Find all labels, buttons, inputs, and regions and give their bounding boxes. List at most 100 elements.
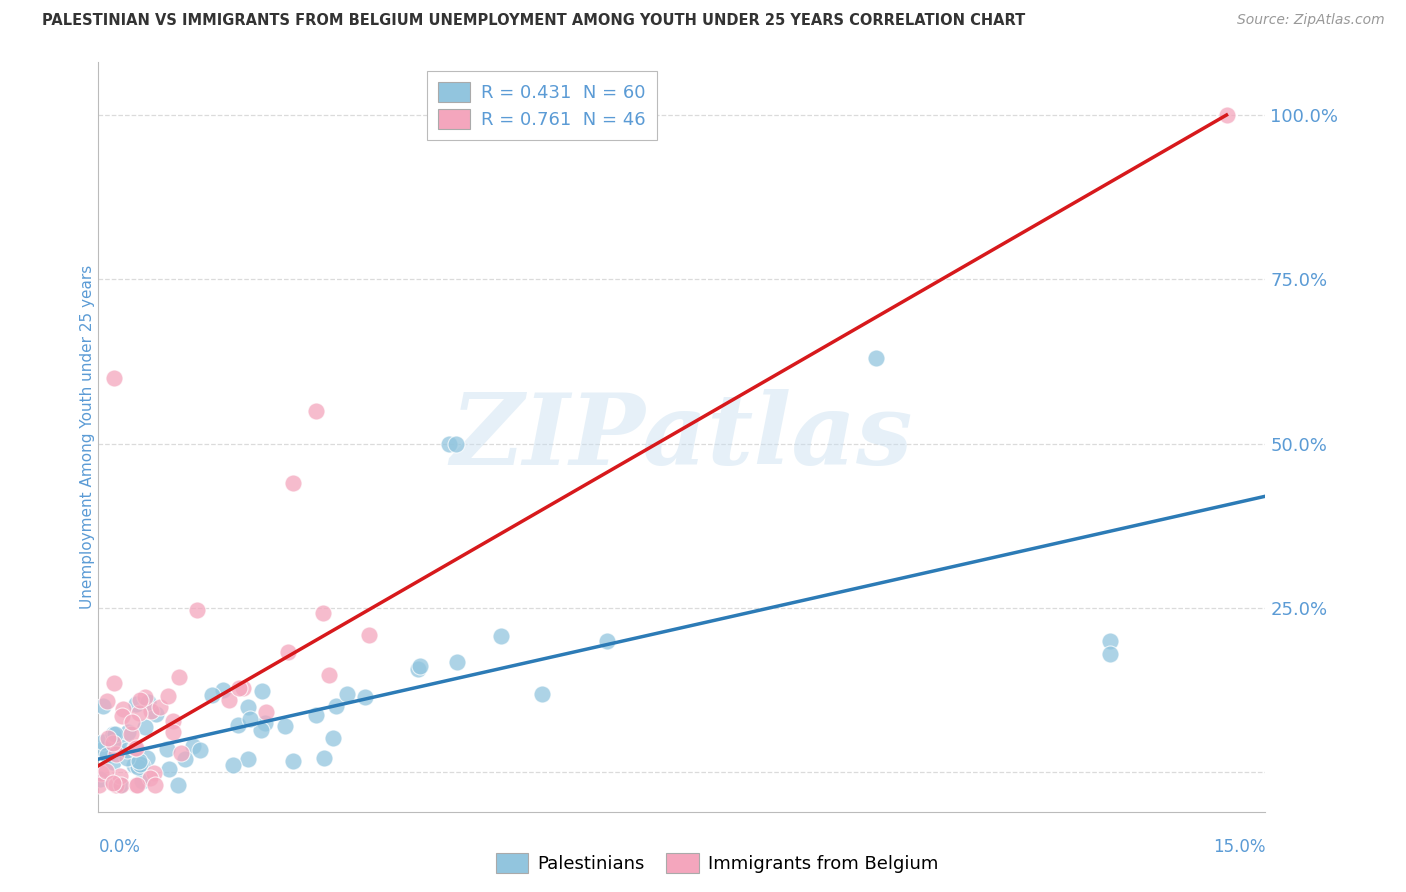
Point: [134, 690, 156, 704]
Point: [531, 687, 554, 701]
Point: [236, 751, 259, 765]
Point: [97, 731, 120, 746]
Point: [127, 760, 149, 774]
Text: Source: ZipAtlas.com: Source: ZipAtlas.com: [1237, 13, 1385, 28]
Point: [128, 706, 150, 720]
Point: [336, 688, 359, 702]
Point: [117, 725, 139, 739]
Point: [129, 693, 152, 707]
Point: [136, 695, 159, 709]
Point: [167, 779, 190, 793]
Y-axis label: Unemployment Among Youth under 25 years: Unemployment Among Youth under 25 years: [80, 265, 94, 609]
Point: [117, 751, 139, 765]
Point: [156, 742, 179, 756]
Point: [111, 709, 134, 723]
Point: [354, 690, 377, 704]
Point: [254, 705, 277, 719]
Point: [252, 683, 274, 698]
Point: [249, 723, 271, 737]
Legend: R = 0.431  N = 60, R = 0.761  N = 46: R = 0.431 N = 60, R = 0.761 N = 46: [427, 71, 657, 140]
Point: [108, 779, 131, 793]
Point: [90, 766, 112, 780]
Point: [446, 656, 468, 670]
Point: [107, 735, 129, 749]
Point: [236, 699, 259, 714]
Point: [139, 704, 162, 718]
Point: [125, 779, 148, 793]
Point: [157, 689, 180, 703]
Point: [134, 720, 156, 734]
Point: [139, 771, 162, 785]
Point: [91, 741, 114, 756]
Point: [124, 758, 146, 772]
Point: [124, 741, 146, 756]
Point: [105, 779, 128, 793]
Point: [322, 731, 344, 745]
Point: [129, 757, 152, 772]
Point: [437, 436, 460, 450]
Point: [409, 659, 432, 673]
Text: PALESTINIAN VS IMMIGRANTS FROM BELGIUM UNEMPLOYMENT AMONG YOUTH UNDER 25 YEARS C: PALESTINIAN VS IMMIGRANTS FROM BELGIUM U…: [42, 13, 1025, 29]
Point: [232, 681, 254, 695]
Point: [228, 681, 250, 695]
Point: [181, 739, 204, 754]
Point: [128, 754, 150, 768]
Point: [96, 694, 118, 708]
Point: [274, 719, 297, 733]
Point: [325, 698, 347, 713]
Point: [162, 714, 184, 729]
Point: [201, 688, 224, 702]
Point: [142, 766, 165, 780]
Point: [1215, 108, 1237, 122]
Point: [1098, 647, 1121, 661]
Point: [125, 697, 148, 711]
Point: [135, 750, 157, 764]
Point: [305, 708, 328, 723]
Point: [1098, 633, 1121, 648]
Point: [94, 764, 117, 778]
Point: [127, 779, 149, 793]
Point: [93, 699, 115, 714]
Point: [145, 706, 167, 721]
Point: [173, 752, 195, 766]
Point: [131, 773, 153, 788]
Point: [89, 778, 111, 792]
Point: [489, 629, 512, 643]
Point: [103, 727, 125, 741]
Text: 15.0%: 15.0%: [1213, 838, 1265, 856]
Point: [96, 747, 118, 762]
Point: [91, 734, 114, 748]
Point: [226, 718, 249, 732]
Point: [121, 714, 143, 729]
Point: [162, 724, 184, 739]
Point: [305, 404, 328, 418]
Point: [318, 668, 340, 682]
Point: [108, 769, 131, 783]
Text: ZIPatlas: ZIPatlas: [451, 389, 912, 485]
Point: [188, 743, 211, 757]
Point: [357, 628, 380, 642]
Point: [103, 775, 125, 789]
Point: [105, 747, 128, 762]
Point: [120, 726, 142, 740]
Point: [283, 754, 305, 768]
Point: [218, 693, 240, 707]
Point: [222, 758, 245, 772]
Point: [446, 436, 468, 450]
Point: [131, 758, 153, 772]
Point: [115, 743, 138, 757]
Point: [311, 606, 333, 620]
Point: [103, 676, 125, 690]
Legend: Palestinians, Immigrants from Belgium: Palestinians, Immigrants from Belgium: [489, 846, 945, 880]
Point: [149, 700, 172, 714]
Point: [169, 670, 191, 684]
Point: [103, 736, 125, 750]
Point: [211, 682, 233, 697]
Point: [169, 746, 191, 760]
Point: [89, 772, 111, 786]
Point: [143, 779, 166, 793]
Point: [104, 727, 127, 741]
Point: [239, 712, 262, 726]
Point: [111, 702, 134, 716]
Point: [103, 371, 125, 385]
